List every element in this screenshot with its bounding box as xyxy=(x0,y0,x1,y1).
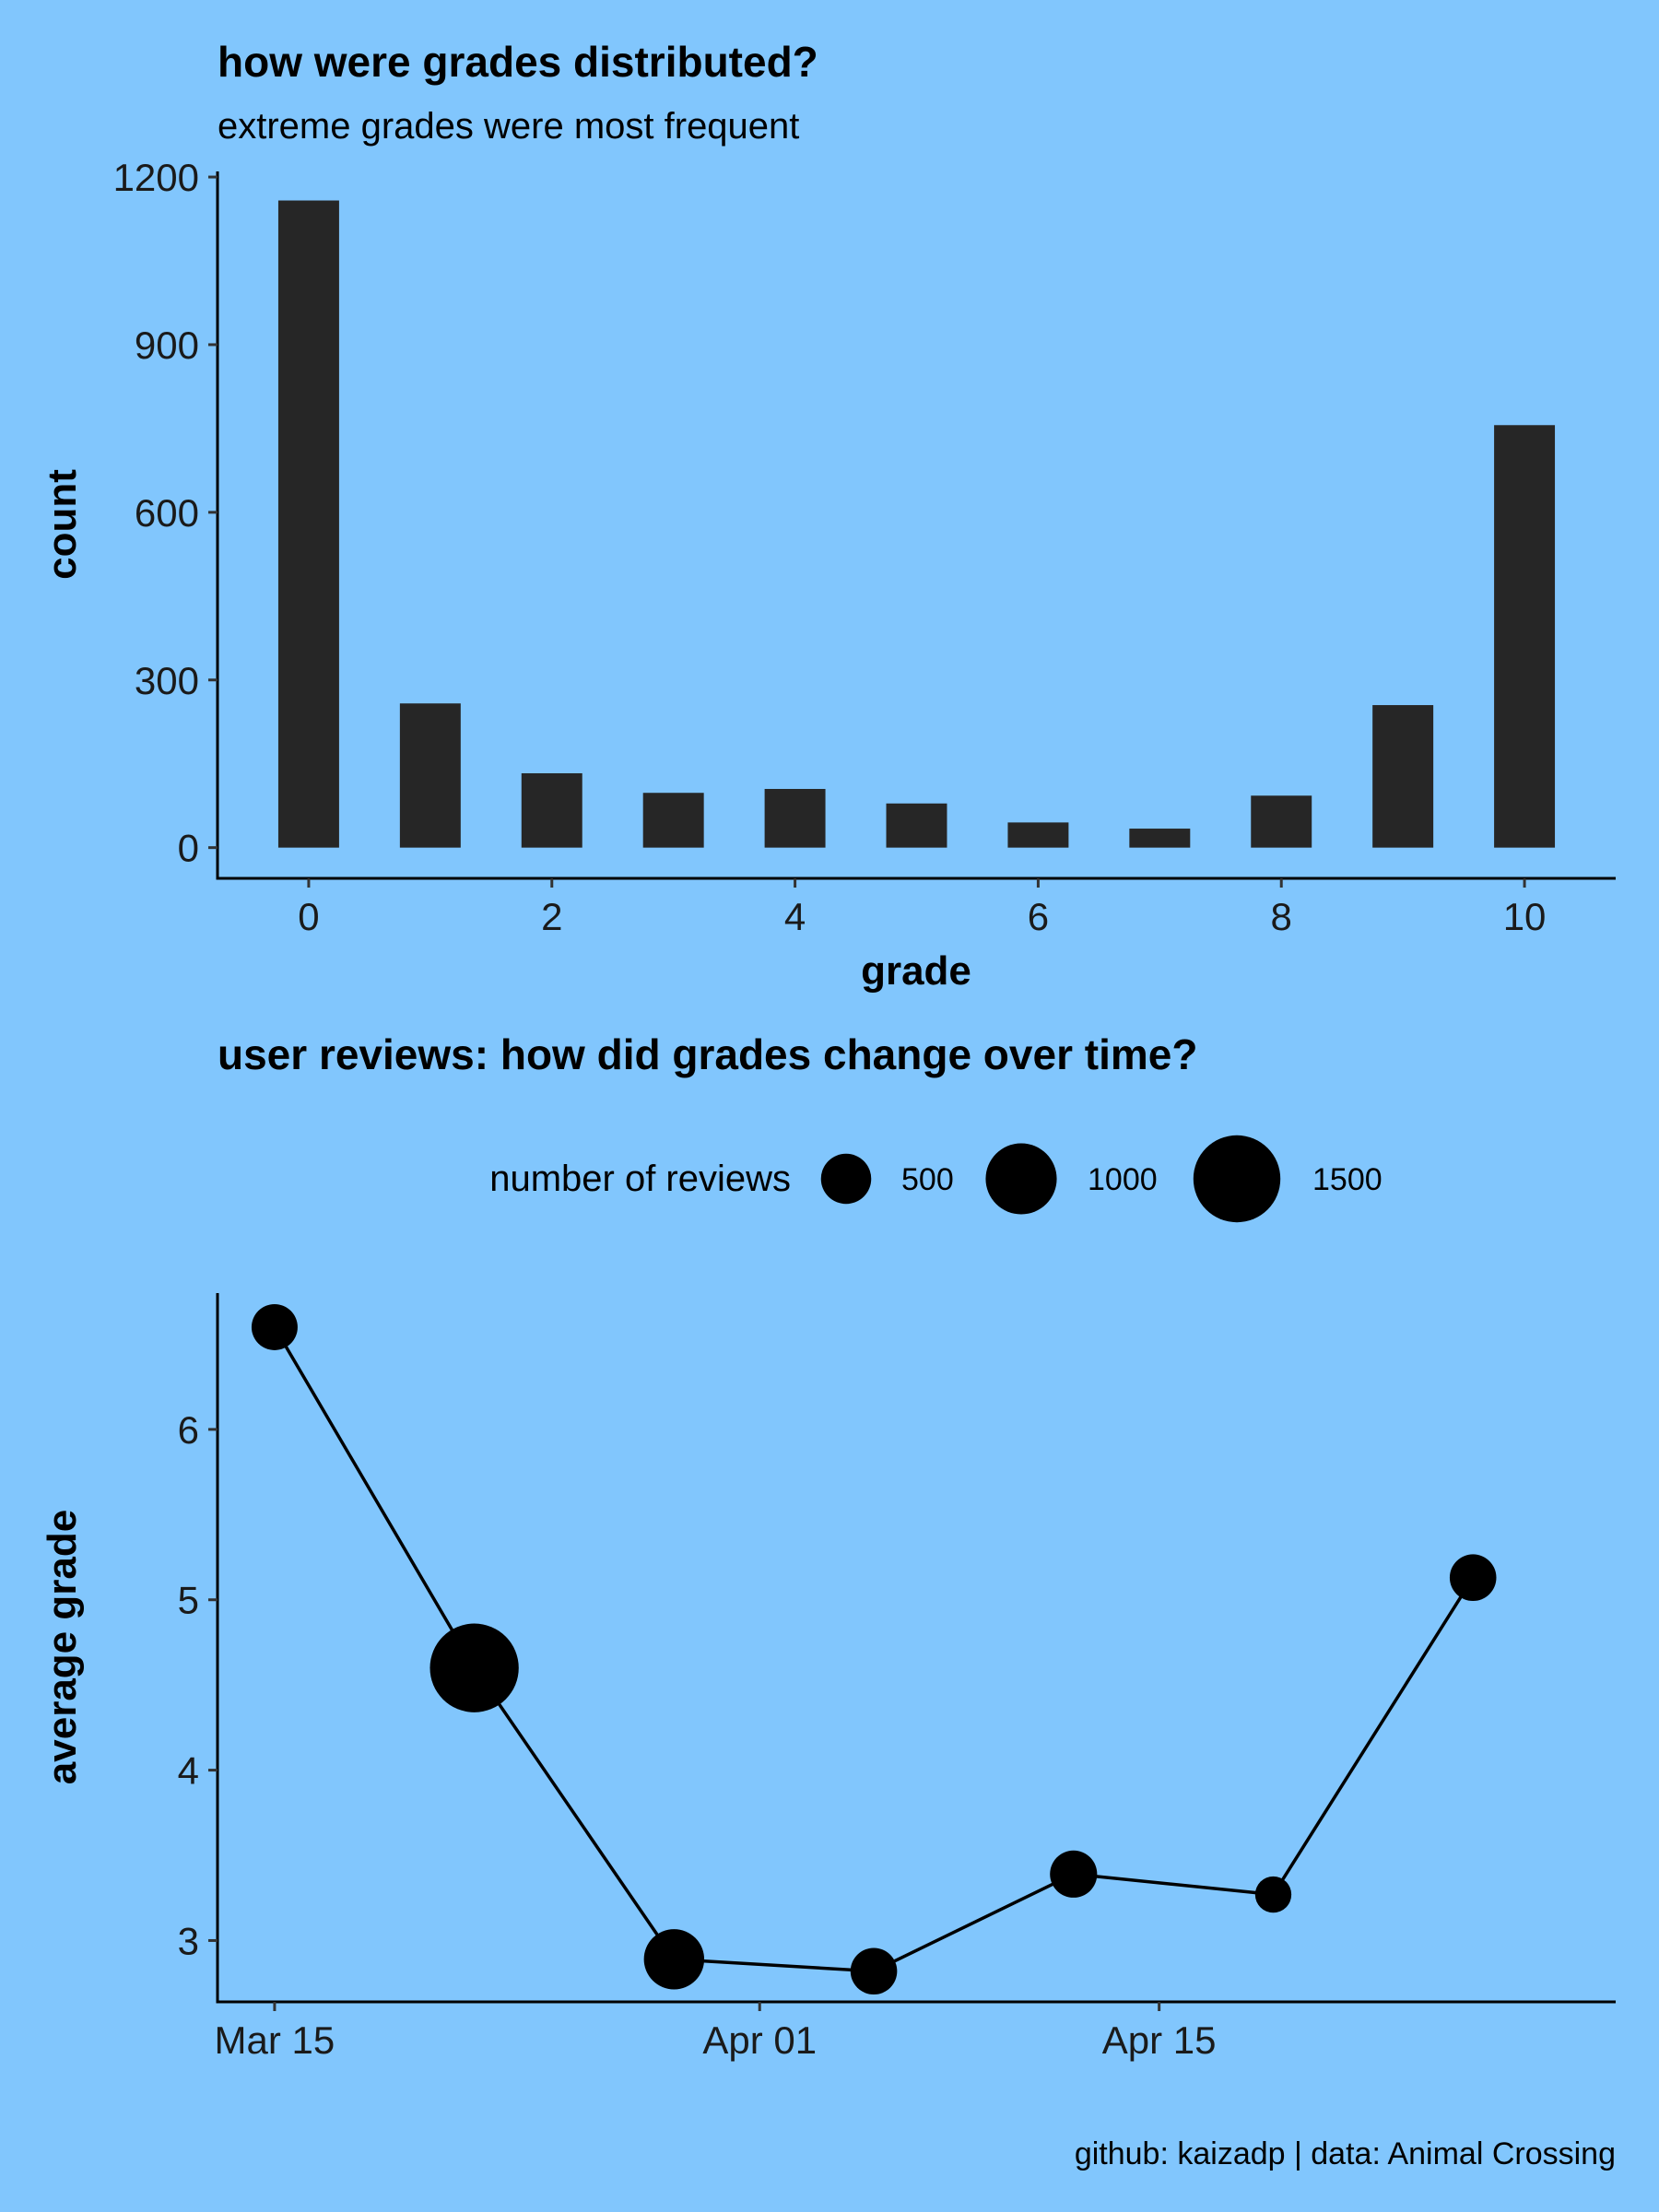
histogram-bar xyxy=(642,793,704,848)
timeseries-point xyxy=(1050,1850,1098,1898)
size-legend-title: number of reviews xyxy=(489,1159,791,1199)
histogram-x-tick-label: 4 xyxy=(784,895,806,938)
timeseries-y-tick-label: 5 xyxy=(178,1579,199,1622)
histogram-bar xyxy=(277,200,339,848)
timeseries-x-tick-label: Apr 15 xyxy=(1102,2018,1217,2062)
histogram-y-tick-label: 300 xyxy=(135,659,199,702)
size-legend-items: 500 1000 1500 xyxy=(820,1135,1382,1223)
histogram-y-tick-label: 1200 xyxy=(113,156,199,199)
histogram-x-axis-title: grade xyxy=(861,948,971,994)
size-legend-key xyxy=(1193,1135,1281,1223)
histogram-bar xyxy=(886,803,947,848)
timeseries-panel: user reviews: how did grades change over… xyxy=(40,1030,1616,2062)
timeseries-point xyxy=(850,1947,898,1995)
timeseries-point xyxy=(1254,1876,1292,1913)
timeseries-points xyxy=(251,1303,1497,1995)
histogram-x-ticks: 0 2 4 6 8 10 xyxy=(298,878,1546,938)
size-legend-label: 1500 xyxy=(1312,1162,1382,1197)
histogram-bar xyxy=(1251,795,1312,848)
histogram-y-tick-label: 900 xyxy=(135,324,199,367)
histogram-panel: how were grades distributed? extreme gra… xyxy=(40,38,1616,994)
histogram-y-tick-label: 0 xyxy=(178,827,199,870)
histogram-bar xyxy=(521,773,582,848)
histogram-bar xyxy=(1007,822,1069,848)
histogram-x-tick-label: 0 xyxy=(298,895,319,938)
histogram-bar xyxy=(1494,425,1556,848)
histogram-x-tick-label: 2 xyxy=(541,895,562,938)
histogram-bars xyxy=(277,200,1556,848)
histogram-x-tick-label: 6 xyxy=(1028,895,1049,938)
histogram-bar xyxy=(764,788,826,848)
size-legend-label: 1000 xyxy=(1088,1162,1158,1197)
timeseries-point xyxy=(643,1929,705,1990)
timeseries-y-axis-title: average grade xyxy=(40,1510,85,1784)
timeseries-point xyxy=(429,1623,519,1712)
histogram-y-axis-title: count xyxy=(40,469,85,580)
size-legend: number of reviews 500 1000 1500 xyxy=(489,1135,1382,1223)
timeseries-title: user reviews: how did grades change over… xyxy=(218,1030,1197,1078)
timeseries-x-ticks: Mar 15 Apr 01 Apr 15 xyxy=(215,2002,1217,2062)
histogram-bar xyxy=(1129,829,1191,848)
caption: github: kaizadp | data: Animal Crossing xyxy=(1075,2136,1616,2171)
timeseries-point xyxy=(251,1303,298,1350)
histogram-bar xyxy=(1372,705,1434,848)
timeseries-y-tick-label: 4 xyxy=(178,1749,199,1793)
histogram-y-ticks: 0 300 600 900 1200 xyxy=(113,156,218,870)
histogram-x-tick-label: 10 xyxy=(1503,895,1547,938)
timeseries-point xyxy=(1449,1554,1497,1601)
size-legend-label: 500 xyxy=(901,1162,954,1197)
timeseries-y-tick-label: 6 xyxy=(178,1408,199,1452)
timeseries-y-ticks: 3 4 5 6 xyxy=(178,1408,218,1962)
histogram-x-tick-label: 8 xyxy=(1271,895,1292,938)
size-legend-key xyxy=(820,1153,872,1205)
histogram-title: how were grades distributed? xyxy=(218,38,818,86)
timeseries-x-tick-label: Apr 01 xyxy=(702,2018,817,2062)
histogram-bar xyxy=(399,703,461,848)
timeseries-x-tick-label: Mar 15 xyxy=(215,2018,335,2062)
histogram-subtitle: extreme grades were most frequent xyxy=(218,106,799,147)
timeseries-y-tick-label: 3 xyxy=(178,1919,199,1962)
histogram-y-tick-label: 600 xyxy=(135,491,199,535)
size-legend-key xyxy=(985,1143,1057,1215)
